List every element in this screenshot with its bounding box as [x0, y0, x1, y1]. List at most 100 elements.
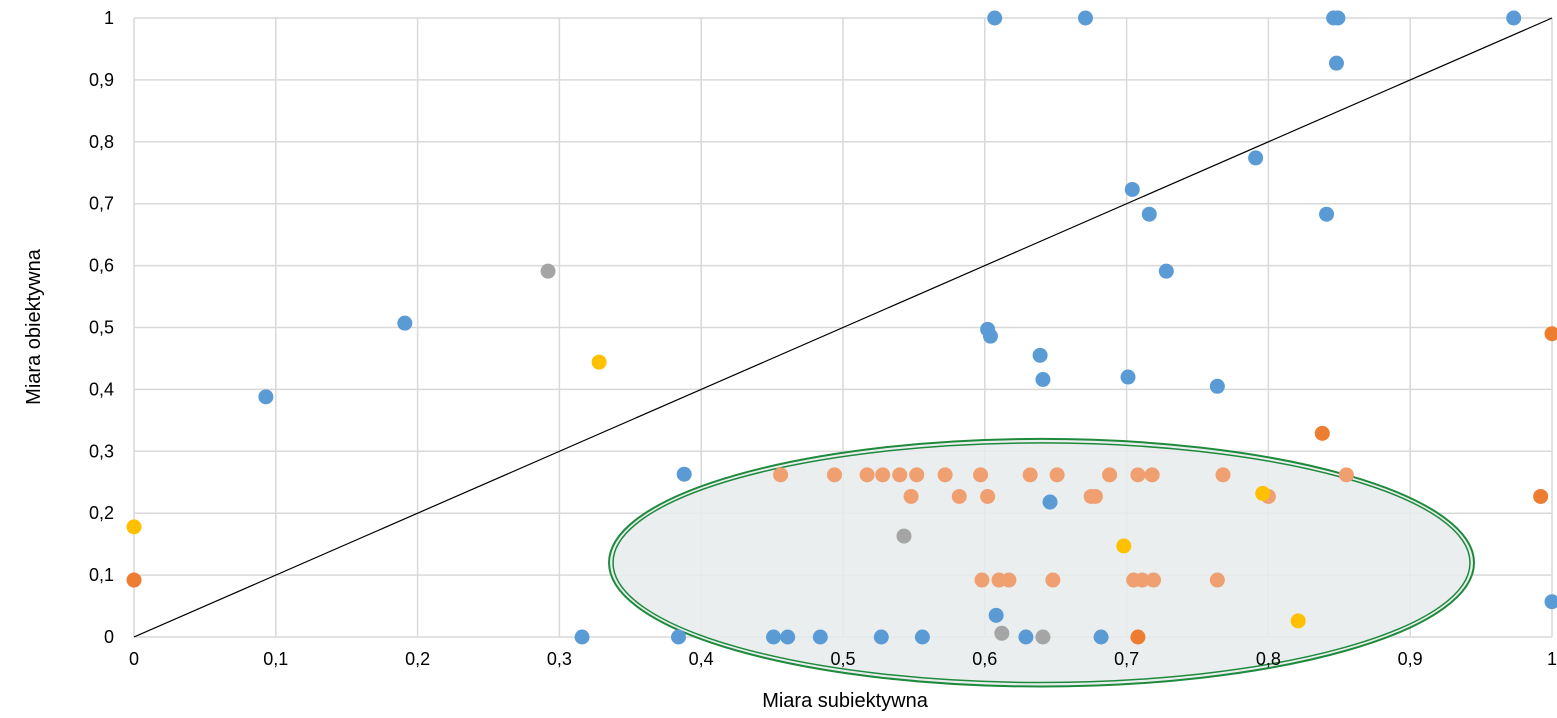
data-point — [896, 528, 912, 544]
y-tick-label: 0,1 — [89, 565, 114, 585]
y-tick-label: 1 — [104, 8, 114, 28]
x-tick-label: 0,6 — [972, 649, 997, 669]
data-point — [987, 10, 1003, 26]
x-axis-ticks: 0 0,1 0,2 0,3 0,4 0,5 0,6 0,7 0,8 0,9 1 — [129, 649, 1557, 669]
data-point — [1328, 55, 1344, 71]
data-point — [982, 328, 998, 344]
data-point — [1144, 467, 1160, 483]
data-point — [1330, 10, 1346, 26]
x-tick-label: 0,1 — [263, 649, 288, 669]
data-point — [1116, 538, 1132, 554]
data-point — [766, 629, 782, 645]
x-axis-title: Miara subiektywna — [762, 690, 929, 712]
data-points — [126, 10, 1557, 645]
data-point — [126, 572, 142, 588]
y-tick-label: 0,2 — [89, 503, 114, 523]
x-tick-label: 0 — [129, 649, 139, 669]
x-tick-label: 0,4 — [689, 649, 714, 669]
data-point — [903, 488, 919, 504]
y-tick-label: 0,8 — [89, 132, 114, 152]
data-point — [914, 629, 930, 645]
x-tick-label: 0,5 — [830, 649, 855, 669]
data-point — [1130, 467, 1146, 483]
data-point — [1248, 150, 1264, 166]
data-point — [1018, 629, 1034, 645]
data-point — [973, 467, 989, 483]
data-point — [1146, 572, 1162, 588]
data-point — [1087, 488, 1103, 504]
data-point — [1209, 378, 1225, 394]
y-tick-label: 0 — [104, 627, 114, 647]
data-point — [1158, 263, 1174, 279]
y-tick-label: 0,5 — [89, 318, 114, 338]
data-point — [676, 466, 692, 482]
y-tick-label: 0,7 — [89, 194, 114, 214]
y-tick-label: 0,3 — [89, 441, 114, 461]
data-point — [988, 607, 1004, 623]
data-point — [994, 625, 1010, 641]
data-point — [875, 467, 891, 483]
data-point — [1077, 10, 1093, 26]
y-axis-title: Miara obiektywna — [23, 248, 45, 405]
highlight-ellipse — [608, 437, 1476, 688]
y-axis-ticks: 0 0,1 0,2 0,3 0,4 0,5 0,6 0,7 0,8 0,9 1 — [89, 8, 114, 647]
data-point — [1124, 181, 1140, 197]
data-point — [826, 467, 842, 483]
data-point — [1338, 467, 1354, 483]
data-point — [1035, 371, 1051, 387]
data-point — [909, 467, 925, 483]
data-point — [1544, 594, 1557, 610]
data-point — [1035, 629, 1051, 645]
data-point — [1022, 467, 1038, 483]
data-point — [1045, 572, 1061, 588]
reference-line — [133, 17, 1553, 638]
data-point — [1141, 206, 1157, 222]
x-tick-label: 0,8 — [1256, 649, 1281, 669]
data-point — [937, 467, 953, 483]
data-point — [1314, 425, 1330, 441]
data-point — [1533, 488, 1549, 504]
data-point — [1209, 572, 1225, 588]
x-tick-label: 1 — [1547, 649, 1557, 669]
data-point — [1506, 10, 1522, 26]
data-point — [873, 629, 889, 645]
data-point — [1032, 347, 1048, 363]
data-point — [1130, 629, 1146, 645]
data-point — [397, 315, 413, 331]
data-point — [1001, 572, 1017, 588]
data-point — [1319, 206, 1335, 222]
data-point — [1102, 467, 1118, 483]
data-point — [1134, 572, 1150, 588]
x-tick-label: 0,9 — [1398, 649, 1423, 669]
data-point — [780, 629, 796, 645]
x-tick-label: 0,3 — [547, 649, 572, 669]
x-tick-label: 0,7 — [1114, 649, 1139, 669]
y-tick-label: 0,4 — [89, 379, 114, 399]
data-point — [1120, 369, 1136, 385]
data-point — [1049, 467, 1065, 483]
highlight-ellipse-layer — [608, 437, 1476, 688]
data-point — [1042, 494, 1058, 510]
data-point — [258, 389, 274, 405]
x-tick-label: 0,2 — [405, 649, 430, 669]
data-point — [540, 263, 556, 279]
data-point — [773, 467, 789, 483]
data-point — [980, 488, 996, 504]
data-point — [1093, 629, 1109, 645]
data-point — [812, 629, 828, 645]
data-point — [1215, 467, 1231, 483]
data-point — [974, 572, 990, 588]
highlight-ellipse-inner — [612, 442, 1471, 684]
y-tick-label: 0,9 — [89, 70, 114, 90]
data-point — [892, 467, 908, 483]
data-point — [1544, 326, 1557, 342]
y-tick-label: 0,6 — [89, 256, 114, 276]
data-point — [126, 519, 142, 535]
data-point — [591, 354, 607, 370]
data-point — [671, 629, 687, 645]
data-point — [1255, 485, 1271, 501]
reference-line-layer — [133, 17, 1553, 638]
data-point — [1290, 613, 1306, 629]
data-point — [951, 488, 967, 504]
